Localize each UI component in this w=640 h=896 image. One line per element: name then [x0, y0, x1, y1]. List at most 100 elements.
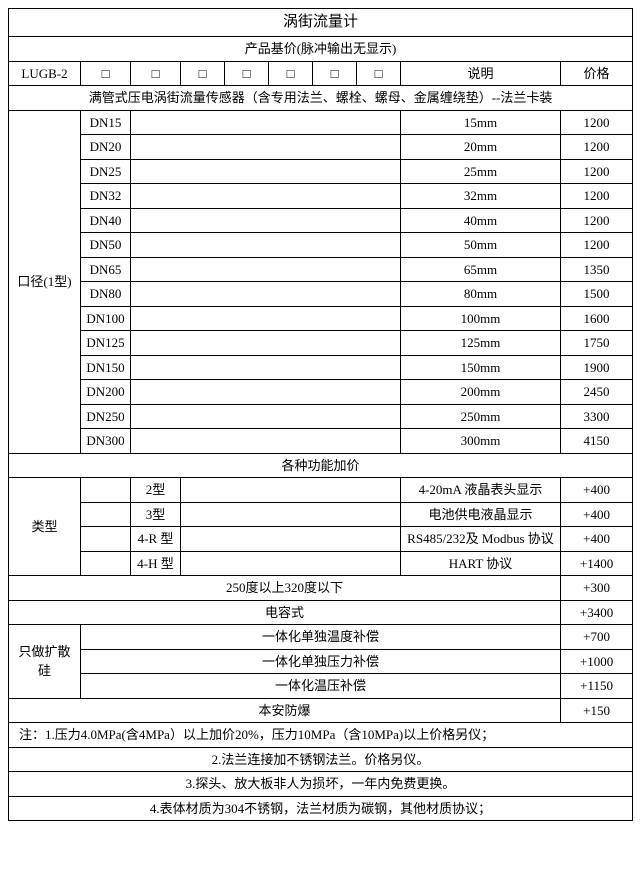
subtitle: 产品基价(脉冲输出无显示): [9, 37, 633, 62]
sq: □: [269, 61, 313, 86]
blank: [131, 233, 401, 258]
blank: [131, 159, 401, 184]
func-title: 各种功能加价: [9, 453, 633, 478]
caliber-mm: 65mm: [401, 257, 561, 282]
caliber-price: 2450: [561, 380, 633, 405]
sq: □: [357, 61, 401, 86]
type-desc: 4-20mA 液晶表头显示: [401, 478, 561, 503]
blank: [131, 404, 401, 429]
sq: □: [131, 61, 181, 86]
blank: [81, 551, 131, 576]
caliber-mm: 100mm: [401, 306, 561, 331]
caliber-mm: 50mm: [401, 233, 561, 258]
desc-label: 说明: [401, 61, 561, 86]
caliber-price: 1500: [561, 282, 633, 307]
safety-price: +150: [561, 698, 633, 723]
caliber-mm: 32mm: [401, 184, 561, 209]
diffuse-price: +1000: [561, 649, 633, 674]
cap-desc: 电容式: [9, 600, 561, 625]
caliber-mm: 300mm: [401, 429, 561, 454]
price-table: 涡街流量计 产品基价(脉冲输出无显示) LUGB-2 □ □ □ □ □ □ □…: [8, 8, 633, 821]
caliber-price: 1200: [561, 159, 633, 184]
caliber-price: 1350: [561, 257, 633, 282]
caliber-label: 口径(1型): [9, 110, 81, 453]
caliber-mm: 20mm: [401, 135, 561, 160]
caliber-dn: DN300: [81, 429, 131, 454]
blank: [131, 184, 401, 209]
blank: [131, 257, 401, 282]
temp-desc: 250度以上320度以下: [9, 576, 561, 601]
caliber-price: 1200: [561, 184, 633, 209]
caliber-price: 3300: [561, 404, 633, 429]
type-code: 4-R 型: [131, 527, 181, 552]
blank: [131, 282, 401, 307]
caliber-dn: DN65: [81, 257, 131, 282]
caliber-price: 1200: [561, 208, 633, 233]
type-price: +400: [561, 502, 633, 527]
type-price: +1400: [561, 551, 633, 576]
temp-price: +300: [561, 576, 633, 601]
caliber-dn: DN200: [81, 380, 131, 405]
caliber-mm: 40mm: [401, 208, 561, 233]
blank: [181, 478, 401, 503]
sq: □: [313, 61, 357, 86]
caliber-mm: 15mm: [401, 110, 561, 135]
blank: [131, 110, 401, 135]
caliber-dn: DN150: [81, 355, 131, 380]
blank: [131, 135, 401, 160]
title: 涡街流量计: [9, 9, 633, 37]
caliber-dn: DN250: [81, 404, 131, 429]
caliber-mm: 200mm: [401, 380, 561, 405]
type-price: +400: [561, 527, 633, 552]
sq: □: [81, 61, 131, 86]
caliber-mm: 25mm: [401, 159, 561, 184]
type-desc: HART 协议: [401, 551, 561, 576]
sensor-desc: 满管式压电涡街流量传感器（含专用法兰、螺栓、螺母、金属缠绕垫）--法兰卡装: [9, 86, 633, 111]
diffuse-desc: 一体化温压补偿: [81, 674, 561, 699]
caliber-dn: DN100: [81, 306, 131, 331]
diffuse-label: 只做扩散硅: [9, 625, 81, 699]
diffuse-desc: 一体化单独压力补偿: [81, 649, 561, 674]
blank: [81, 502, 131, 527]
caliber-dn: DN25: [81, 159, 131, 184]
caliber-dn: DN40: [81, 208, 131, 233]
safety-desc: 本安防爆: [9, 698, 561, 723]
blank: [131, 331, 401, 356]
caliber-dn: DN50: [81, 233, 131, 258]
sq: □: [181, 61, 225, 86]
blank: [131, 380, 401, 405]
blank: [81, 527, 131, 552]
caliber-dn: DN125: [81, 331, 131, 356]
blank: [131, 429, 401, 454]
caliber-mm: 150mm: [401, 355, 561, 380]
caliber-price: 1600: [561, 306, 633, 331]
type-code: 3型: [131, 502, 181, 527]
diffuse-price: +700: [561, 625, 633, 650]
cap-price: +3400: [561, 600, 633, 625]
caliber-mm: 125mm: [401, 331, 561, 356]
diffuse-desc: 一体化单独温度补偿: [81, 625, 561, 650]
note: 3.探头、放大板非人为损坏，一年内免费更换。: [9, 772, 633, 797]
blank: [181, 527, 401, 552]
caliber-price: 4150: [561, 429, 633, 454]
blank: [131, 306, 401, 331]
caliber-dn: DN80: [81, 282, 131, 307]
caliber-dn: DN32: [81, 184, 131, 209]
note: 4.表体材质为304不锈钢，法兰材质为碳钢，其他材质协议；: [9, 796, 633, 821]
type-code: 2型: [131, 478, 181, 503]
type-label: 类型: [9, 478, 81, 576]
blank: [131, 208, 401, 233]
type-desc: RS485/232及 Modbus 协议: [401, 527, 561, 552]
caliber-price: 1200: [561, 110, 633, 135]
sq: □: [225, 61, 269, 86]
model: LUGB-2: [9, 61, 81, 86]
caliber-price: 1750: [561, 331, 633, 356]
caliber-mm: 250mm: [401, 404, 561, 429]
caliber-price: 1900: [561, 355, 633, 380]
price-label: 价格: [561, 61, 633, 86]
caliber-dn: DN15: [81, 110, 131, 135]
caliber-price: 1200: [561, 135, 633, 160]
diffuse-price: +1150: [561, 674, 633, 699]
caliber-price: 1200: [561, 233, 633, 258]
type-code: 4-H 型: [131, 551, 181, 576]
